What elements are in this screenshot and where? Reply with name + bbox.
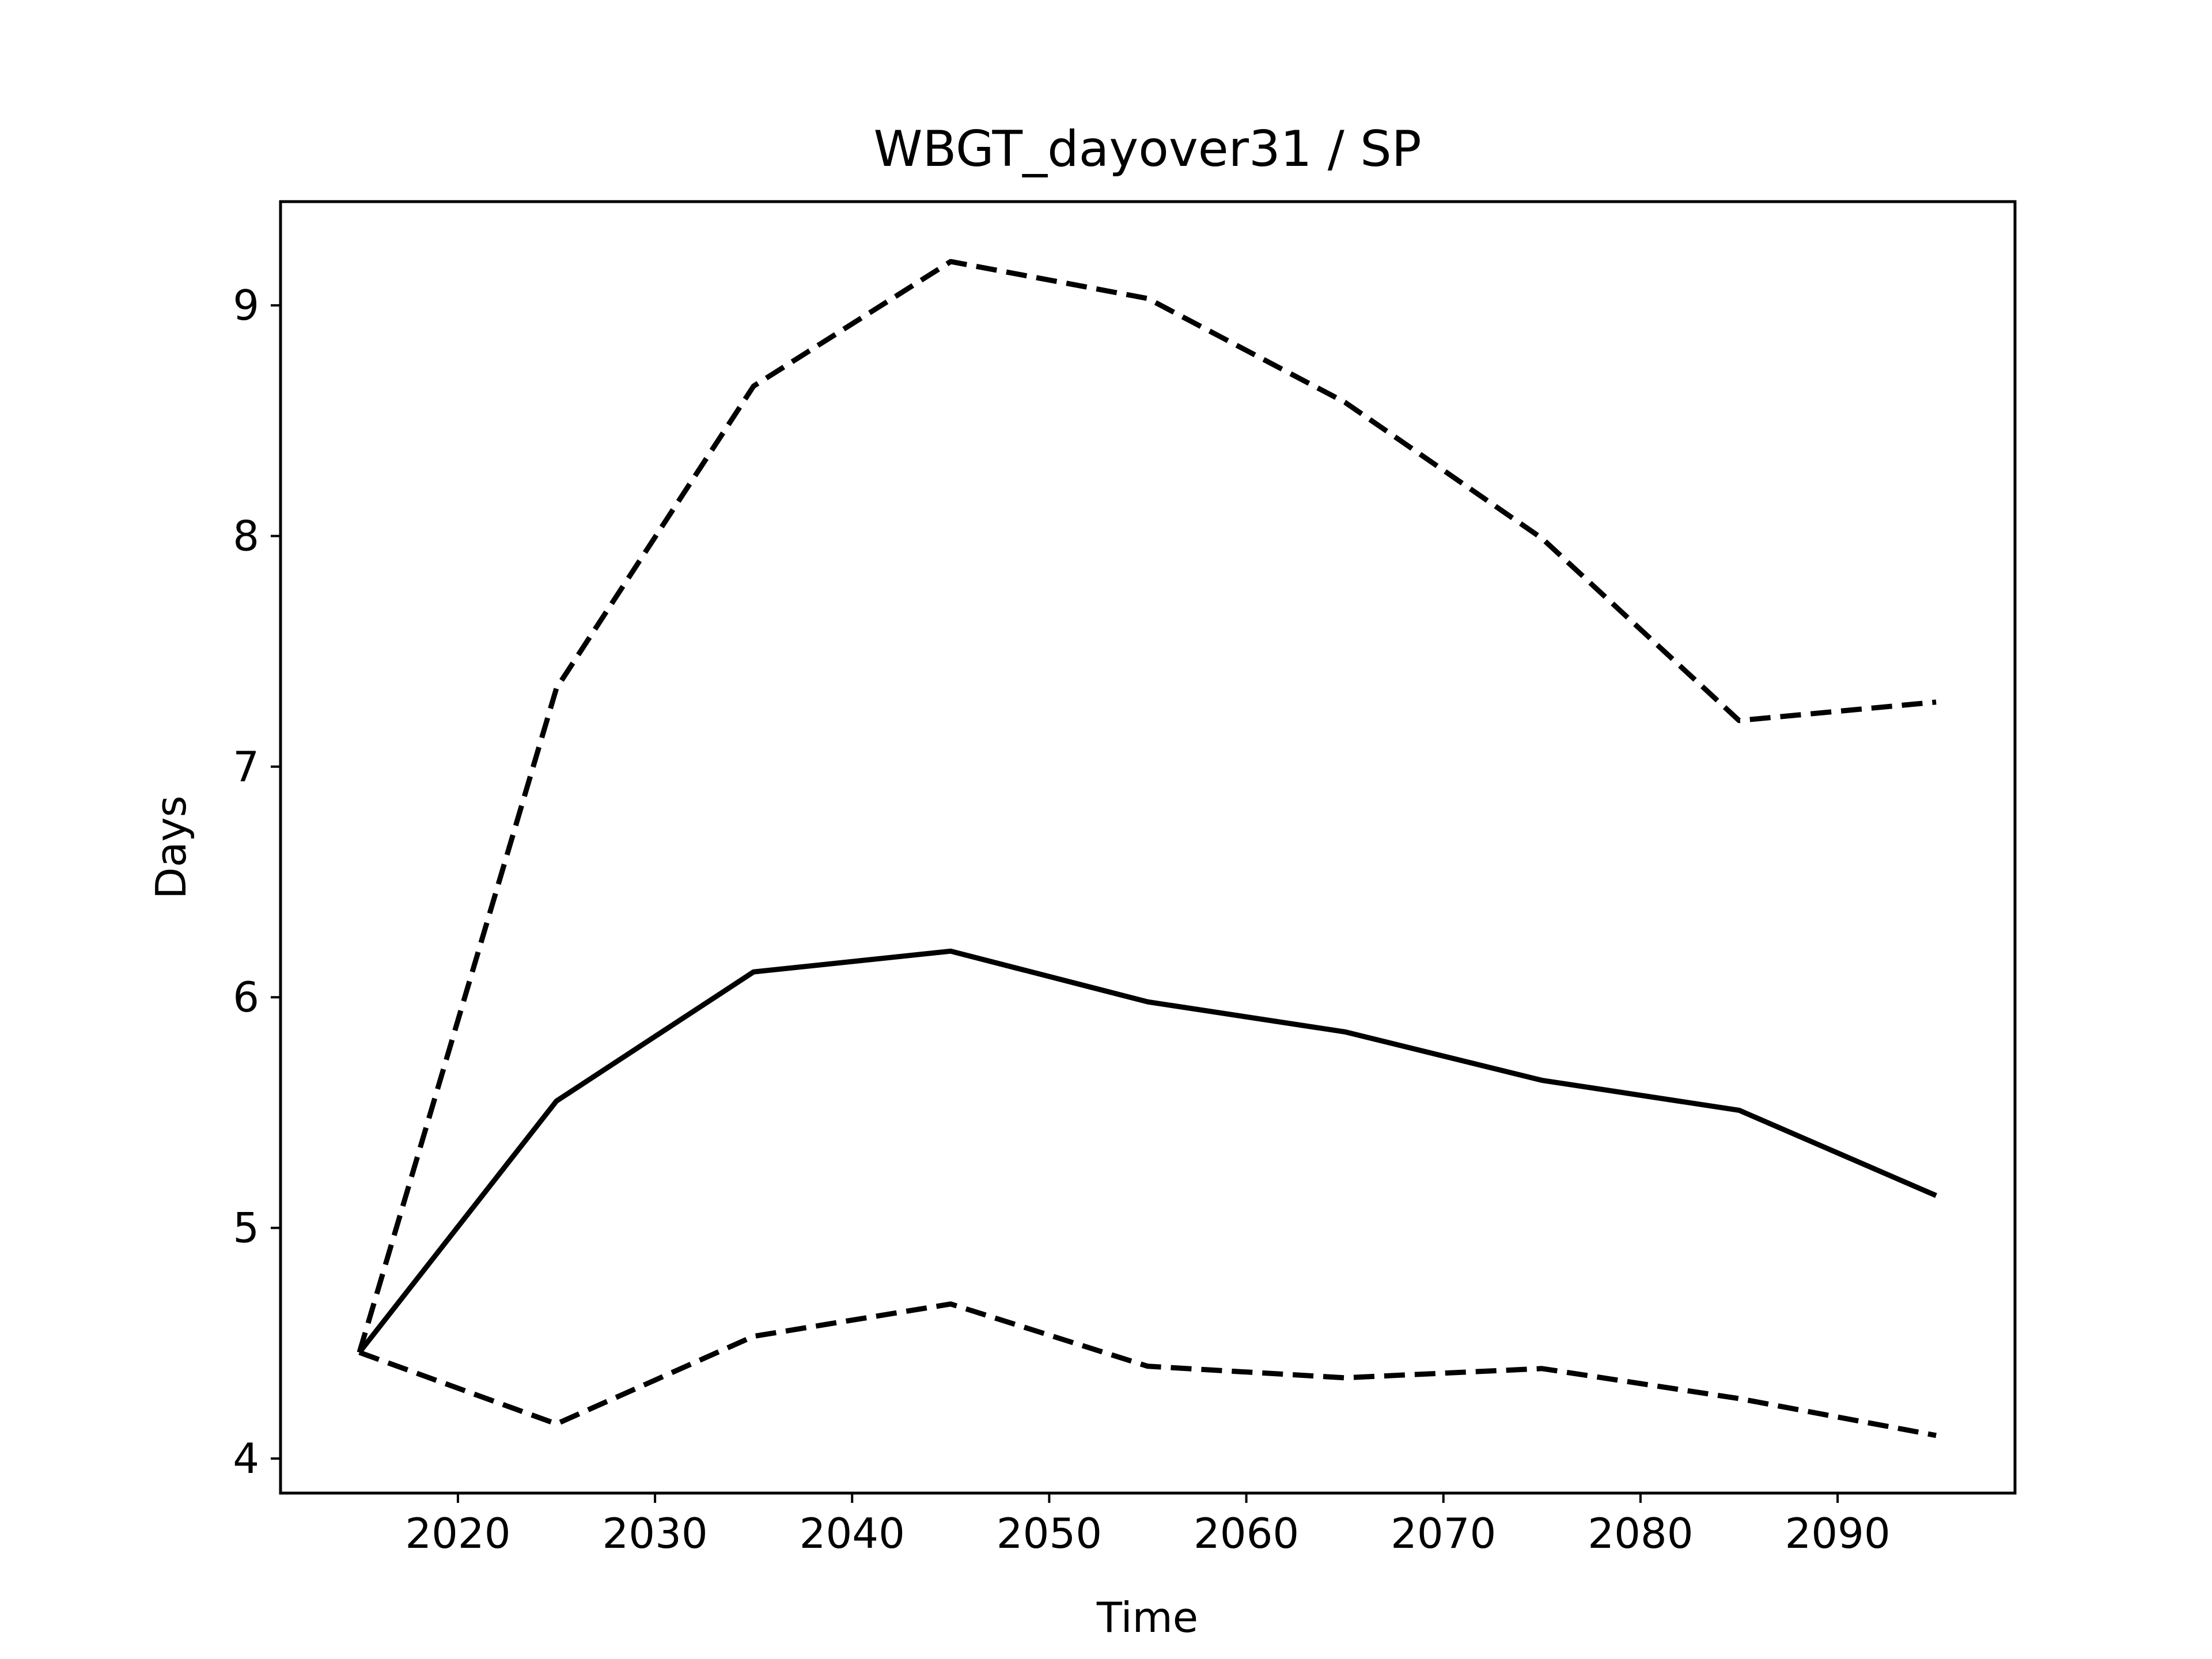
chart-title: WBGT_dayover31 / SP [873,120,1421,178]
x-tick-label: 2050 [997,1509,1102,1558]
x-tick-label: 2070 [1391,1509,1496,1558]
x-tick-label: 2030 [602,1509,707,1558]
tick-group: 2020 2030 2040 2050 2060 2070 2080 2090 4 5 6 7 8 9 [233,281,1890,1558]
x-axis-label: Time [1096,1593,1198,1642]
y-tick-label: 4 [233,1434,259,1483]
plot-frame [279,200,2017,1495]
y-axis-label: Days [147,796,195,899]
x-tick-label: 2020 [405,1509,510,1558]
y-tick-label: 9 [233,281,259,329]
y-tick-label: 7 [233,743,259,791]
x-tick-label: 2060 [1194,1509,1299,1558]
x-tick-label: 2040 [800,1509,905,1558]
y-tick-label: 6 [233,973,259,1021]
x-tick-label: 2080 [1588,1509,1693,1558]
series-line-2 [357,259,1937,1354]
series-group [357,259,1937,1438]
series-line-3 [358,1301,1937,1438]
x-tick-label: 2090 [1785,1509,1890,1558]
y-tick-label: 8 [233,512,259,560]
y-tick-label: 5 [233,1204,259,1252]
series-line-1 [357,948,1937,1354]
